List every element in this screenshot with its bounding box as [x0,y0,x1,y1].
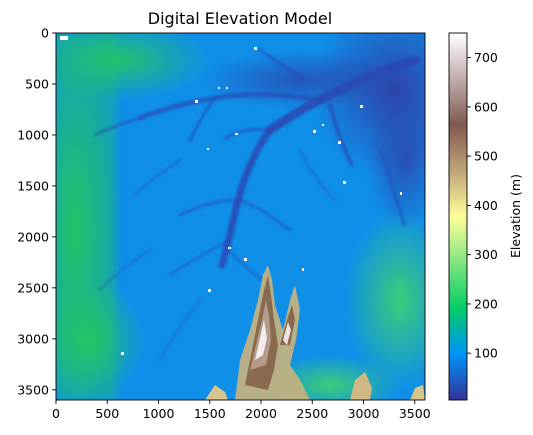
colorbar-gradient [448,32,468,401]
y-tick-label: 2500 [17,280,49,295]
x-tick-label: 3000 [348,406,380,421]
colorbar-tick-label: 300 [474,247,498,262]
colorbar-label: Elevation (m) [508,174,523,258]
x-tick-label: 1000 [143,406,175,421]
colorbar-tick-label: 200 [474,296,498,311]
chart-title: Digital Elevation Model [148,9,332,28]
heatmap-e-lowland [365,90,425,230]
elevation-heatmap [56,33,425,400]
colorbar: 100 200 300 400 500 600 700 Elevation (m) [448,32,523,401]
y-tick-label: 2000 [17,229,49,244]
colorbar-tick-label: 100 [474,346,498,361]
x-tick-label: 0 [52,406,60,421]
y-tick-label: 3500 [17,382,49,397]
x-tick-label: 2500 [296,406,328,421]
colorbar-ticks: 100 200 300 400 500 600 700 [467,50,498,361]
x-tick-label: 3500 [399,406,431,421]
colorbar-tick-label: 500 [474,149,498,164]
ridge-highland [205,265,425,400]
plot-frame [55,32,426,401]
x-tick-label: 2000 [245,406,277,421]
x-axis: 0 500 1000 1500 2000 2500 3000 3500 [52,400,431,421]
y-tick-label: 0 [41,26,49,41]
river-network [93,48,420,361]
y-tick-label: 1500 [17,178,49,193]
heatmap-nw-green [56,33,210,100]
y-tick-label: 3000 [17,331,49,346]
y-tick-label: 1000 [17,127,49,142]
heatmap-sw-green [56,280,145,400]
x-tick-label: 500 [95,406,119,421]
nodata-speckles [60,36,402,355]
colorbar-tick-label: 600 [474,99,498,114]
y-axis: 0 500 1000 1500 2000 2500 3000 3500 [17,26,56,397]
x-tick-label: 1500 [194,406,226,421]
colorbar-tick-label: 400 [474,198,498,213]
colorbar-tick-label: 700 [474,50,498,65]
heatmap-se-green [345,210,425,390]
y-tick-label: 500 [25,76,49,91]
